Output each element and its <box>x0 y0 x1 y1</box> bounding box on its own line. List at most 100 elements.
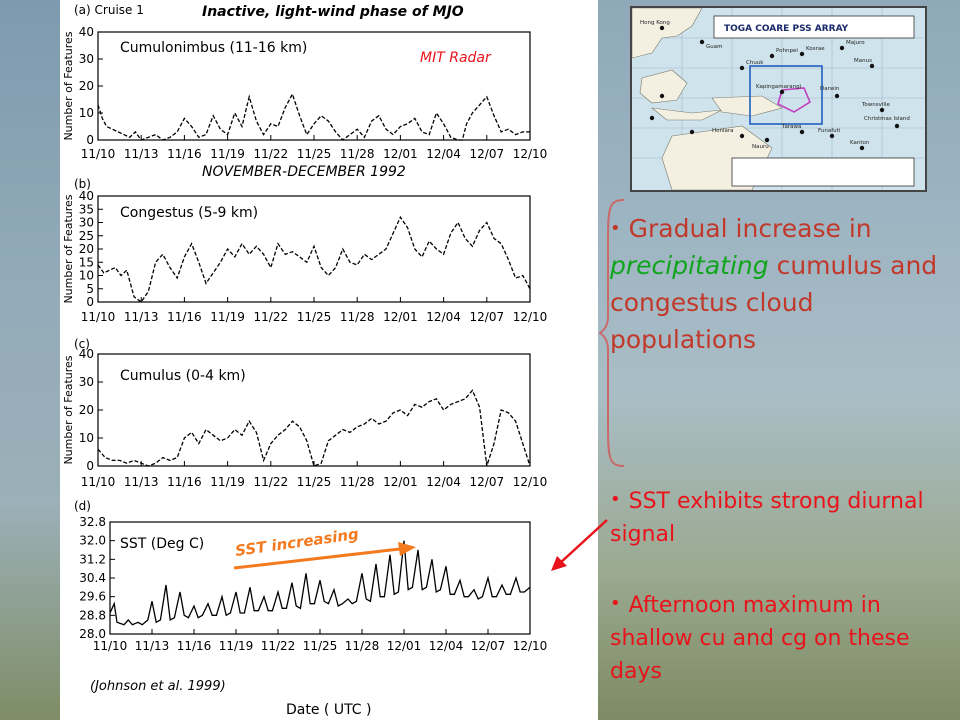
y-tick-label: 31.2 <box>79 552 106 566</box>
x-tick-label: 12/04 <box>426 475 461 489</box>
bullet-gradual-increase: • Gradual increase in precipitating cumul… <box>610 210 955 358</box>
panel-title: Cumulus (0-4 km) <box>120 368 246 384</box>
x-tick-label: 12/04 <box>426 147 461 161</box>
station-label: Darwin <box>820 86 840 92</box>
x-tick-label: 12/07 <box>470 147 505 161</box>
x-tick-label: 11/22 <box>254 310 289 324</box>
station-label: Tarawa <box>781 124 801 130</box>
figure-svg: Inactive, light-wind phase of MJO (a) Cr… <box>62 3 547 718</box>
y-tick-label: 20 <box>79 79 94 93</box>
x-tick-label: 11/19 <box>219 639 254 653</box>
y-axis-label: Number of Features <box>62 31 75 140</box>
station-label: Chuuk <box>746 60 764 66</box>
x-tick-label: 11/10 <box>81 475 116 489</box>
station-label: Manus <box>854 58 872 64</box>
x-tick-label: 11/16 <box>177 639 212 653</box>
panel-d: (d) SST (Deg C) 28.0 28.8 29.6 30.4 31.2 32.0 32… <box>74 499 547 653</box>
bullet-afternoon-maximum: • Afternoon maximum in shallow cu and cg … <box>610 587 955 688</box>
x-tick-label: 11/10 <box>93 639 128 653</box>
x-tick-label: 11/19 <box>210 310 245 324</box>
map-land-new-guinea <box>711 95 783 117</box>
bullet-1-precipitating: precipitating <box>610 251 769 280</box>
station-dot <box>699 39 705 45</box>
x-tick-label: 11/25 <box>297 475 332 489</box>
y-tick-label: 30 <box>79 216 94 230</box>
station-dot <box>649 115 655 121</box>
station-dot <box>659 93 665 99</box>
period-label: NOVEMBER-DECEMBER 1992 <box>202 164 406 180</box>
x-tick-label: 12/10 <box>513 639 548 653</box>
bullet-1-pre: Gradual increase in <box>628 214 872 243</box>
y-tick-label: 28.8 <box>79 608 106 622</box>
series-line <box>97 389 531 467</box>
bullet-dot: • <box>610 218 621 239</box>
map-lsa-box <box>749 65 823 125</box>
station-label: Honiara <box>712 128 734 134</box>
x-tick-label: 12/04 <box>426 310 461 324</box>
y-tick-label: 32.8 <box>79 515 106 529</box>
x-tick-label: 11/13 <box>135 639 170 653</box>
x-tick-label: 11/28 <box>340 310 375 324</box>
panel-title: SST (Deg C) <box>120 536 204 552</box>
y-tick-label: 5 <box>86 282 94 296</box>
x-tick-label: 11/25 <box>297 147 332 161</box>
y-tick-label: 0 <box>86 133 94 147</box>
x-tick-label: 11/28 <box>345 639 380 653</box>
station-dot <box>839 45 845 51</box>
station-dot <box>829 133 835 139</box>
station-label: Kosrae <box>806 46 825 52</box>
panel-c: (c) Cumulus (0-4 km) Number of Features 0 10… <box>62 337 547 489</box>
map-legend-box <box>731 157 915 187</box>
y-tick-label: 20 <box>79 403 94 417</box>
x-tick-label: 12/01 <box>383 310 418 324</box>
station-label: Nauru <box>752 144 769 150</box>
y-tick-label: 25 <box>79 229 94 243</box>
station-label: Guam <box>706 44 722 50</box>
sst-arrow-head <box>398 542 416 556</box>
x-tick-label: 11/16 <box>167 475 202 489</box>
x-tick-label: 11/22 <box>254 475 289 489</box>
station-label: Pohnpei <box>776 48 798 54</box>
station-dot <box>659 25 665 31</box>
station-dot <box>879 107 885 113</box>
station-dot <box>859 145 865 151</box>
station-label: Townsville <box>861 102 890 108</box>
y-tick-label: 0 <box>86 295 94 309</box>
y-axis-label: Number of Features <box>62 355 75 464</box>
y-tick-label: 40 <box>79 347 94 361</box>
y-tick-label: 35 <box>79 202 94 216</box>
station-dot <box>739 133 745 139</box>
x-tick-label: 11/28 <box>340 475 375 489</box>
radar-label: MIT Radar <box>420 50 492 66</box>
y-tick-label: 15 <box>79 255 94 269</box>
y-tick-label: 30 <box>79 375 94 389</box>
figure-panel: Inactive, light-wind phase of MJO (a) Cr… <box>60 0 598 720</box>
x-tick-label: 11/13 <box>124 475 159 489</box>
x-tick-label: 11/19 <box>210 147 245 161</box>
bullet-3-text: Afternoon maximum in shallow cu and cg o… <box>610 593 910 684</box>
x-axis-title: Date ( UTC ) <box>286 702 372 718</box>
map-land-borneo <box>639 69 688 104</box>
y-tick-label: 28.0 <box>79 627 106 641</box>
station-dot <box>769 53 775 59</box>
panel-letter: (d) <box>74 499 91 513</box>
x-tick-label: 11/10 <box>81 147 116 161</box>
map-svg: TOGA COARE PSS ARRAY Hong Kong Guam Chuuk P… <box>632 8 925 190</box>
background-left-strip <box>0 0 60 720</box>
y-tick-label: 40 <box>79 25 94 39</box>
y-tick-label: 10 <box>79 431 94 445</box>
x-tick-label: 12/07 <box>470 310 505 324</box>
bracket-path <box>598 199 625 467</box>
x-tick-label: 11/28 <box>340 147 375 161</box>
station-label: Kanton <box>850 140 870 146</box>
y-tick-label: 30 <box>79 52 94 66</box>
citation: (Johnson et al. 1999) <box>90 679 226 694</box>
x-tick-label: 11/13 <box>124 147 159 161</box>
map-title-box <box>713 15 915 39</box>
red-arrow-head <box>551 556 567 571</box>
x-tick-label: 12/01 <box>383 147 418 161</box>
station-label: Funafuti <box>818 128 841 134</box>
series-line <box>97 215 531 303</box>
station-label: Christmas Island <box>864 116 910 122</box>
red-arrow-shaft <box>558 519 608 565</box>
